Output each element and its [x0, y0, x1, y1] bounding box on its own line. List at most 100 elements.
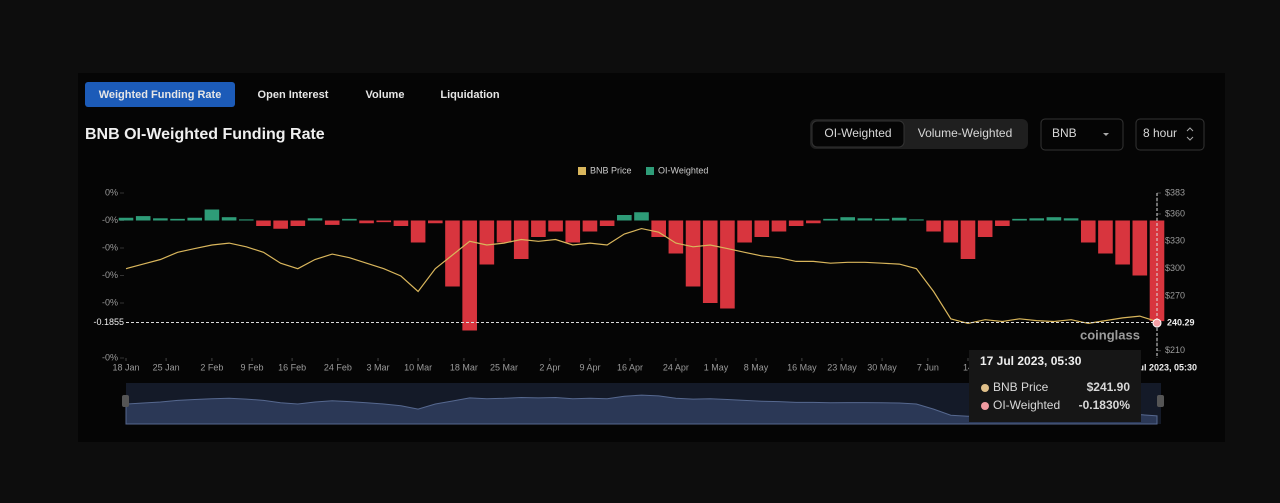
bar [599, 220, 615, 226]
bar [651, 220, 666, 237]
select-caret [1186, 127, 1194, 141]
bar [788, 220, 804, 226]
x-tick-label: 7 Jun [917, 362, 939, 372]
crosshair-x-box [1137, 361, 1219, 375]
x-tick-label: 16 Feb [278, 362, 306, 372]
bar [1098, 220, 1113, 254]
tab-active[interactable] [85, 82, 235, 107]
x-tick-label: 16 Apr [617, 362, 643, 372]
legend-swatch [646, 167, 654, 175]
y2-tick-label: $300 [1165, 263, 1185, 273]
y-tick-label: 0% [105, 187, 118, 197]
x-tick-label: 23 May [827, 362, 857, 372]
bar [187, 217, 203, 221]
x-tick-label: 30 May [867, 362, 897, 372]
bar [290, 220, 306, 226]
bar [617, 215, 632, 221]
tooltip-date: 17 Jul 2023, 05:30 [980, 354, 1082, 368]
tooltip-label: OI-Weighted [993, 398, 1060, 412]
bar [754, 220, 770, 237]
bar [170, 218, 185, 221]
x-tick-label: 14 [963, 362, 973, 372]
bar [324, 220, 340, 225]
x-tick-label: 9 Feb [241, 362, 264, 372]
bar [995, 220, 1010, 226]
tooltip-value: $241.90 [1087, 380, 1131, 394]
bar [462, 220, 477, 331]
x-tick-label: 24 Apr [663, 362, 689, 372]
bar [1080, 220, 1096, 243]
bar [342, 218, 357, 221]
select-caret [1103, 133, 1109, 136]
bar [857, 218, 873, 221]
bar [307, 218, 323, 221]
select-value[interactable]: BNB [1052, 126, 1077, 140]
x-tick-label: 16 May [787, 362, 817, 372]
y2-tick-label: $330 [1165, 236, 1185, 246]
overlay: coinglass 17 Jul 2023, 05:30 BNB Price $… [969, 327, 1141, 422]
bar [1046, 217, 1062, 221]
toggle-option[interactable]: OI-Weighted [824, 126, 891, 140]
bar [926, 220, 941, 232]
crosshair-dot [1152, 318, 1162, 328]
toggle-active[interactable] [811, 120, 905, 148]
tooltip-swatch [981, 402, 989, 410]
bar [702, 220, 718, 303]
bar [118, 217, 134, 221]
bar [135, 216, 151, 221]
select-value[interactable]: 8 hour [1143, 126, 1177, 140]
bar [943, 220, 959, 243]
tab[interactable]: Liquidation [440, 89, 500, 101]
y-tick-label: -0% [102, 242, 118, 252]
x-tick-label: 2 Feb [200, 362, 223, 372]
bar [410, 220, 426, 243]
y-tick-label: -0% [102, 270, 118, 280]
bar [445, 220, 460, 287]
navigator-handle [1157, 395, 1164, 407]
price-line [125, 227, 1158, 325]
x-tick-label: 18 Jan [112, 362, 139, 372]
select[interactable] [1040, 118, 1124, 151]
watermark: coinglass [1080, 327, 1140, 342]
bar [273, 220, 288, 229]
y-tick-label: -0% [102, 297, 118, 307]
y2-tick-label: $383 [1165, 187, 1185, 197]
select[interactable] [1135, 118, 1205, 151]
tab[interactable]: Open Interest [258, 89, 329, 101]
tooltip [969, 350, 1141, 422]
y-tick-label: -0% [102, 215, 118, 225]
bar [204, 209, 220, 221]
crosshair-y-label: -0.1855 [93, 317, 124, 327]
bar [376, 220, 392, 223]
bar [1029, 218, 1045, 221]
crosshair-y2-label: 240.29 [1167, 317, 1195, 327]
bar [153, 218, 168, 221]
legend-label: OI-Weighted [658, 165, 708, 175]
bar [960, 220, 976, 259]
bar [1063, 218, 1079, 221]
tab[interactable]: Volume [366, 89, 405, 101]
bar [582, 220, 598, 232]
bar [496, 220, 512, 243]
bar [823, 218, 838, 221]
bar [393, 220, 409, 226]
x-tick-label: 9 Apr [579, 362, 600, 372]
x-tick-label: 25 Jan [153, 362, 180, 372]
y2-tick-label: $270 [1165, 290, 1185, 300]
toggle-option[interactable]: Volume-Weighted [918, 126, 1013, 140]
tab[interactable]: Weighted Funding Rate [99, 89, 222, 101]
x-tick-label: 2 Apr [539, 362, 560, 372]
bar [685, 220, 701, 287]
bar [891, 217, 907, 221]
bar [427, 220, 443, 224]
y2-tick-label: $210 [1165, 345, 1185, 355]
bar [1012, 218, 1027, 221]
x-tick-label: 3 Mar [367, 362, 390, 372]
bar [479, 220, 495, 265]
bar [359, 220, 374, 224]
x-tick-label: 1 May [704, 362, 729, 372]
y-tick-label: -0% [102, 352, 118, 362]
bar [771, 220, 787, 232]
tooltip-swatch [981, 384, 989, 392]
